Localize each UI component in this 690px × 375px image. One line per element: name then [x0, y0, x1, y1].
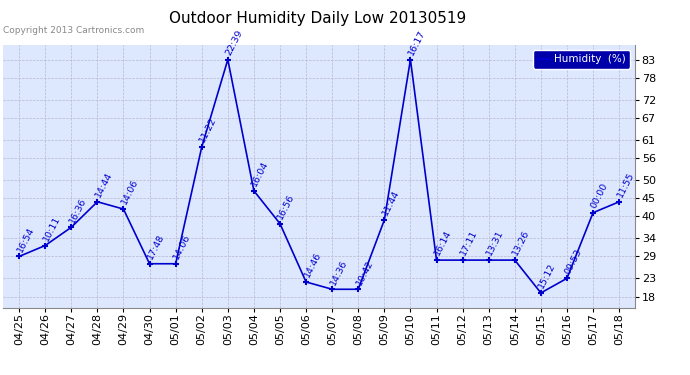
Legend: Humidity  (%): Humidity (%)	[533, 50, 629, 69]
Text: 17:48: 17:48	[146, 232, 166, 261]
Text: 16:54: 16:54	[15, 225, 36, 254]
Text: 17:11: 17:11	[459, 229, 479, 257]
Text: 11:44: 11:44	[380, 189, 401, 217]
Text: 10:42: 10:42	[355, 258, 375, 286]
Text: 14:06: 14:06	[119, 178, 140, 206]
Text: 16:04: 16:04	[250, 160, 270, 188]
Text: 14:36: 14:36	[328, 258, 348, 286]
Text: 00:00: 00:00	[589, 182, 609, 210]
Text: 09:53: 09:53	[563, 247, 584, 276]
Text: 15:12: 15:12	[537, 262, 558, 290]
Text: 14:44: 14:44	[94, 171, 114, 199]
Text: 16:14: 16:14	[433, 229, 453, 257]
Text: 16:17: 16:17	[406, 28, 427, 57]
Text: 10:11: 10:11	[41, 214, 61, 243]
Text: Copyright 2013 Cartronics.com: Copyright 2013 Cartronics.com	[3, 26, 145, 34]
Text: 13:26: 13:26	[511, 229, 531, 257]
Text: 16:36: 16:36	[68, 196, 88, 225]
Text: 11:55: 11:55	[615, 171, 635, 199]
Text: Outdoor Humidity Daily Low 20130519: Outdoor Humidity Daily Low 20130519	[169, 11, 466, 26]
Text: 14:46: 14:46	[302, 251, 323, 279]
Text: 11:22: 11:22	[198, 116, 218, 144]
Text: 14:06: 14:06	[172, 232, 193, 261]
Text: 22:39: 22:39	[224, 28, 244, 57]
Text: 13:31: 13:31	[485, 229, 505, 257]
Text: 16:56: 16:56	[276, 192, 297, 221]
